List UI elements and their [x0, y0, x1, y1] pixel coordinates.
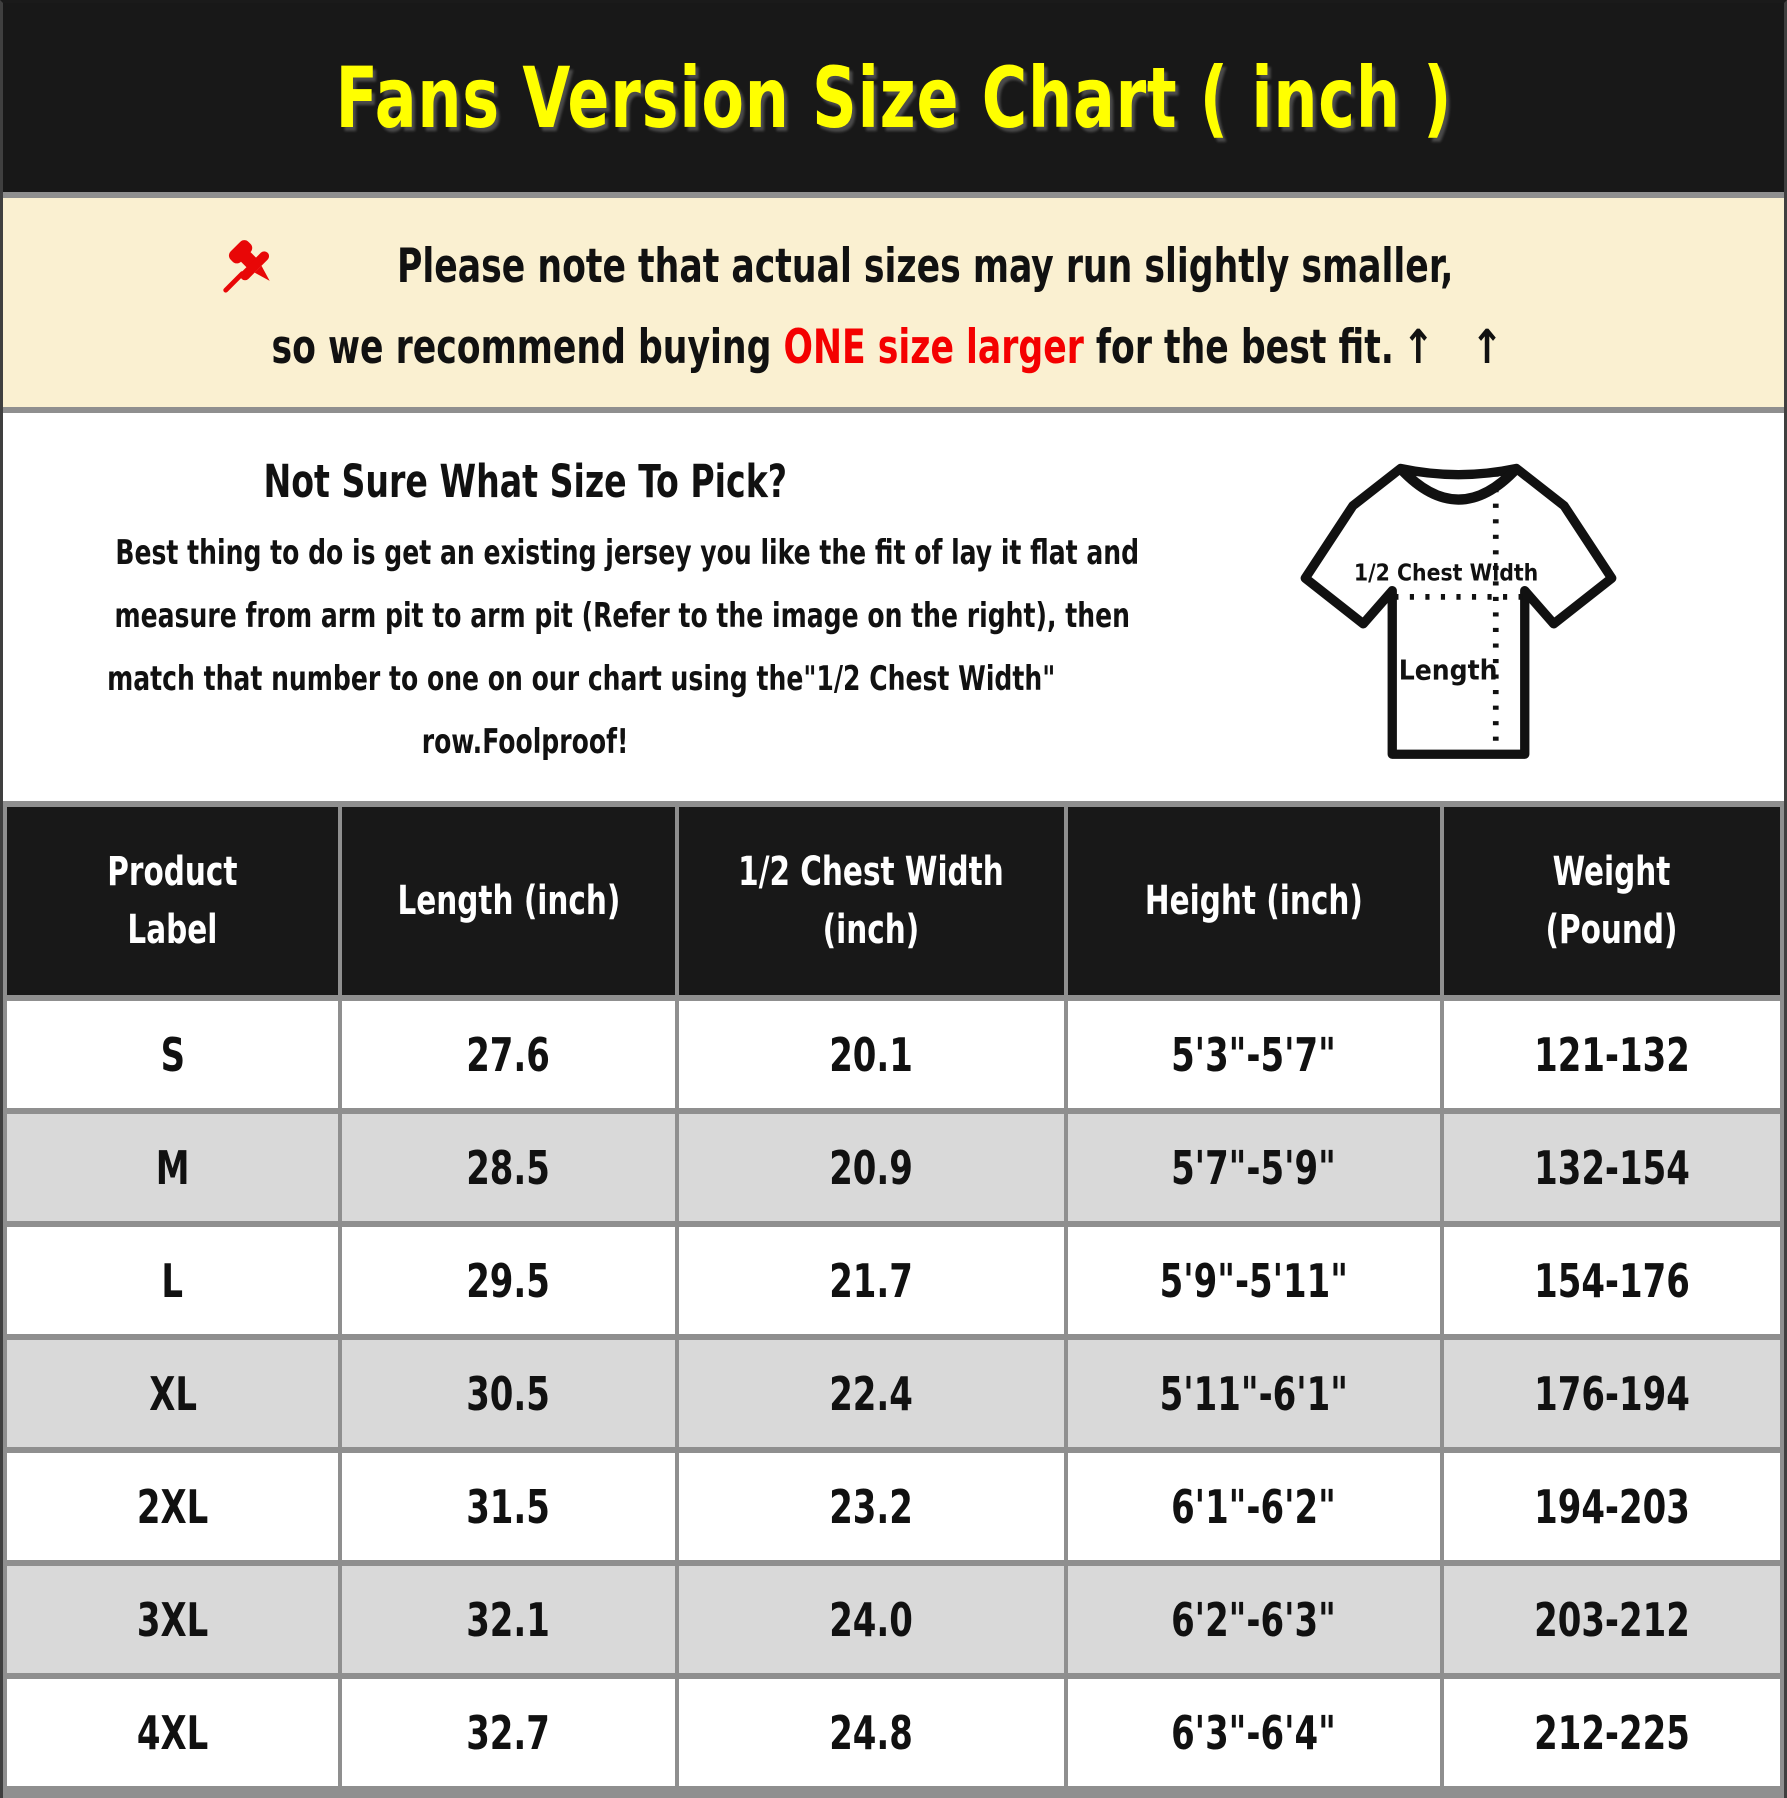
note-text-2: so we recommend buying ONE size larger f…: [272, 324, 1515, 371]
table-cell: 6'3"-6'4": [1068, 1679, 1440, 1786]
chest-width-label: 1/2 Chest Width: [1354, 560, 1538, 586]
table-cell: 194-203: [1443, 1453, 1780, 1560]
table-cell: 2XL: [7, 1453, 339, 1560]
table-cell: 31.5: [342, 1453, 675, 1560]
table-cell: 30.5: [342, 1340, 675, 1447]
table-cell: 5'11"-6'1": [1068, 1340, 1440, 1447]
table-cell: 21.7: [678, 1227, 1065, 1334]
table-cell: 32.1: [342, 1566, 675, 1673]
length-label: Length: [1399, 654, 1498, 687]
table-cell: 27.6: [342, 1001, 675, 1108]
table-cell: 28.5: [342, 1114, 675, 1221]
size-table: Product Label Length (inch) 1/2 Chest Wid…: [3, 801, 1784, 1798]
table-cell: 20.9: [678, 1114, 1065, 1221]
table-cell: 5'7"-5'9": [1068, 1114, 1440, 1221]
table-cell: 24.8: [678, 1679, 1065, 1786]
note-text-1: Please note that actual sizes may run sl…: [397, 239, 1454, 294]
table-cell: L: [7, 1227, 339, 1334]
header-product-label: Product Label: [7, 807, 339, 995]
header-weight: Weight (Pound): [1443, 807, 1780, 995]
header-chest-width: 1/2 Chest Width (inch): [678, 807, 1065, 995]
table-cell: 6'1"-6'2": [1068, 1453, 1440, 1560]
table-cell: 212-225: [1443, 1679, 1780, 1786]
tshirt-diagram: 1/2 Chest Width Length: [1291, 425, 1626, 777]
divider: [3, 192, 1784, 198]
note-band: Please note that actual sizes may run sl…: [3, 198, 1784, 407]
title-bar: Fans Version Size Chart ( inch ): [3, 3, 1784, 192]
page-title: Fans Version Size Chart ( inch ): [335, 48, 1452, 147]
note-text-2-highlight: ONE size larger: [784, 320, 1085, 375]
table-cell: 32.7: [342, 1679, 675, 1786]
up-arrows-icon: ↑ ↑: [1402, 320, 1516, 375]
divider: [3, 407, 1784, 413]
size-help-line: Best thing to do is get an existing jers…: [115, 533, 1140, 573]
table-cell: M: [7, 1114, 339, 1221]
table-cell: S: [7, 1001, 339, 1108]
size-help-line: row.Foolproof!: [422, 722, 629, 762]
table-cell: 176-194: [1443, 1340, 1780, 1447]
header-height: Height (inch): [1068, 807, 1440, 995]
tshirt-icon: 1/2 Chest Width Length: [1300, 463, 1617, 759]
table-cell: 23.2: [678, 1453, 1065, 1560]
note-line-1: Please note that actual sizes may run sl…: [217, 234, 1569, 296]
size-help-section: Not Sure What Size To Pick? Best thing t…: [3, 413, 1784, 801]
table-cell: 3XL: [7, 1566, 339, 1673]
note-line-2: so we recommend buying ONE size larger f…: [135, 324, 1651, 371]
table-cell: 4XL: [7, 1679, 339, 1786]
table-cell: 5'9"-5'11": [1068, 1227, 1440, 1334]
table-cell: 6'2"-6'3": [1068, 1566, 1440, 1673]
size-help-text: Not Sure What Size To Pick? Best thing t…: [3, 455, 1140, 774]
pushpin-icon: [223, 240, 270, 293]
table-cell: 203-212: [1443, 1566, 1780, 1673]
table-cell: 121-132: [1443, 1001, 1780, 1108]
table-cell: XL: [7, 1340, 339, 1447]
size-help-line: match that number to one on our chart us…: [107, 659, 1056, 699]
table-cell: 5'3"-5'7": [1068, 1001, 1440, 1108]
table-cell: 22.4: [678, 1340, 1065, 1447]
table-cell: 154-176: [1443, 1227, 1780, 1334]
table-cell: 132-154: [1443, 1114, 1780, 1221]
table-cell: 29.5: [342, 1227, 675, 1334]
header-length: Length (inch): [342, 807, 675, 995]
size-help-heading: Not Sure What Size To Pick?: [263, 455, 788, 508]
size-help-line: measure from arm pit to arm pit (Refer t…: [114, 596, 1130, 636]
table-cell: 24.0: [678, 1566, 1065, 1673]
table-cell: 20.1: [678, 1001, 1065, 1108]
note-text-2-pre: so we recommend buying: [271, 320, 785, 375]
note-text-2-post: for the best fit.: [1084, 320, 1395, 375]
